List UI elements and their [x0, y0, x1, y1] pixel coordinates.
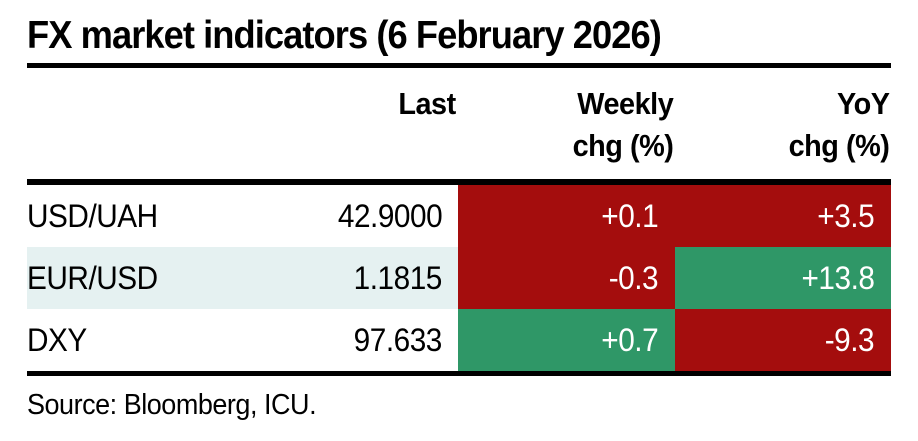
weekly-chg-cell: +0.7 — [458, 309, 675, 371]
title-rule — [27, 63, 891, 68]
table-row-eurusd: EUR/USD 1.1815 -0.3 +13.8 — [27, 247, 891, 309]
table-header-row: Last Weekly chg (%) YoY chg (%) — [27, 68, 891, 179]
row-label: USD/UAH — [27, 185, 227, 247]
header-weekly-line1: Weekly — [576, 86, 674, 121]
header-cell-yoy: YoY chg (%) — [675, 83, 891, 167]
source-note: Source: Bloomberg, ICU. — [27, 387, 891, 423]
yoy-chg-cell: +3.5 — [675, 185, 891, 247]
last-value-cell: 97.633 — [227, 309, 458, 371]
weekly-chg-cell: -0.3 — [458, 247, 675, 309]
weekly-chg-value: -0.3 — [608, 259, 659, 296]
last-value: 97.633 — [353, 321, 443, 358]
header-cell-last: Last — [27, 83, 458, 125]
indicator-name: DXY — [27, 321, 87, 358]
page-title: FX market indicators (6 February 2026) — [27, 13, 891, 63]
yoy-chg-value: -9.3 — [824, 321, 875, 358]
fx-table-body: USD/UAH 42.9000 +0.1 +3.5 EUR/USD 1.1815 — [27, 185, 891, 371]
last-value-cell: 42.9000 — [227, 185, 458, 247]
row-label: EUR/USD — [27, 247, 227, 309]
indicator-name: USD/UAH — [27, 197, 158, 234]
source-text: Source: Bloomberg, ICU. — [27, 389, 317, 421]
table-row-usduah: USD/UAH 42.9000 +0.1 +3.5 — [27, 185, 891, 247]
header-last-label: Last — [398, 86, 457, 121]
bottom-rule — [27, 371, 891, 376]
yoy-chg-value: +13.8 — [801, 259, 874, 296]
last-value: 42.9000 — [337, 197, 443, 234]
header-rule — [27, 179, 891, 185]
indicator-name: EUR/USD — [27, 259, 158, 296]
row-label: DXY — [27, 309, 227, 371]
weekly-chg-cell: +0.1 — [458, 185, 675, 247]
weekly-chg-value: +0.1 — [601, 197, 658, 234]
yoy-chg-cell: -9.3 — [675, 309, 891, 371]
last-value-cell: 1.1815 — [227, 247, 458, 309]
yoy-chg-value: +3.5 — [817, 197, 874, 234]
weekly-chg-value: +0.7 — [601, 321, 658, 358]
header-weekly-line2: chg (%) — [572, 128, 673, 163]
yoy-chg-cell: +13.8 — [675, 247, 891, 309]
header-yoy-line1: YoY — [836, 86, 889, 121]
header-yoy-line2: chg (%) — [788, 128, 889, 163]
last-value: 1.1815 — [353, 259, 443, 296]
table-row-dxy: DXY 97.633 +0.7 -9.3 — [27, 309, 891, 371]
header-cell-weekly: Weekly chg (%) — [458, 83, 675, 167]
page-title-text: FX market indicators (6 February 2026) — [27, 14, 662, 57]
